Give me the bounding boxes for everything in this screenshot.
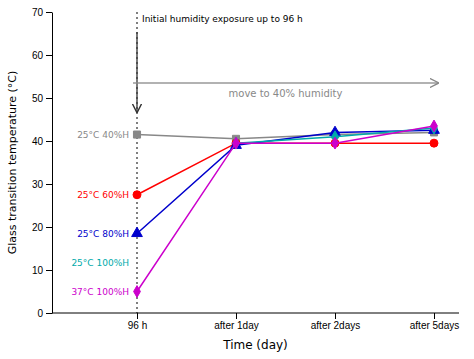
series-label: 25°C 40%H <box>77 130 129 140</box>
x-tick-mark <box>137 313 138 319</box>
x-tick-label: after 2days <box>311 320 360 331</box>
y-tick: 40 <box>32 136 52 147</box>
series-marker <box>132 227 143 236</box>
x-tick: after 5days <box>410 313 459 331</box>
annotation-arrow <box>133 82 438 83</box>
y-axis: 0 10 20 30 40 50 60 70 <box>32 7 53 319</box>
series-labels: 25°C 40%H 25°C 60%H 25°C 80%H 25°C 100%H 37°… <box>71 130 129 297</box>
chart: 0 10 20 30 40 50 60 70 96 h after 1day after 2days… <box>0 0 474 359</box>
x-tick-mark <box>335 313 336 319</box>
y-tick: 30 <box>32 179 52 190</box>
y-tick-mark <box>46 227 52 228</box>
y-tick-label: 40 <box>32 136 44 147</box>
x-tick: 96 h <box>128 313 147 331</box>
annotation-arrow <box>136 32 137 112</box>
y-tick-label: 70 <box>32 7 44 18</box>
x-tick-label: after 1day <box>214 320 258 331</box>
y-tick-mark <box>46 270 52 271</box>
y-tick: 50 <box>32 93 52 104</box>
annotation-text: Initial humidity exposure up to 96 h <box>142 14 303 24</box>
y-tick-mark <box>46 184 52 185</box>
y-tick-mark <box>46 12 52 13</box>
x-tick-mark <box>434 313 435 319</box>
y-tick: 70 <box>32 7 52 18</box>
x-tick-mark <box>236 313 237 319</box>
y-axis-title: Glass transition temperature (°C) <box>6 71 19 255</box>
reference-line <box>137 12 138 313</box>
x-tick: after 2days <box>311 313 360 331</box>
x-axis-line <box>52 313 459 314</box>
series-label: 37°C 100%H <box>71 287 129 297</box>
y-tick-label: 10 <box>32 265 44 276</box>
series-marker <box>133 191 141 199</box>
series-label: 25°C 100%H <box>71 258 129 268</box>
series-marker <box>431 120 438 132</box>
y-tick-label: 60 <box>32 50 44 61</box>
y-tick: 0 <box>37 308 52 319</box>
x-axis-title: Time (day) <box>222 338 288 352</box>
y-tick: 60 <box>32 50 52 61</box>
series-label: 25°C 60%H <box>77 190 129 200</box>
series-label: 25°C 80%H <box>77 229 129 239</box>
y-axis-line <box>52 13 53 314</box>
y-tick: 10 <box>32 265 52 276</box>
y-tick-label: 50 <box>32 93 44 104</box>
y-tick-mark <box>46 98 52 99</box>
y-tick-mark <box>46 141 52 142</box>
series-line <box>137 143 434 195</box>
x-tick-label: 96 h <box>128 320 147 331</box>
y-tick-label: 20 <box>32 222 44 233</box>
series-line <box>137 126 434 292</box>
marks <box>132 120 440 297</box>
y-tick-mark <box>46 313 52 314</box>
series-marker <box>134 286 141 298</box>
y-tick-mark <box>46 55 52 56</box>
series-line <box>137 130 434 233</box>
y-tick-label: 0 <box>37 308 43 319</box>
series-marker <box>332 137 339 149</box>
x-axis: 96 h after 1day after 2days after 5days <box>52 313 459 331</box>
series-marker <box>233 137 240 149</box>
x-tick-label: after 5days <box>410 320 459 331</box>
x-tick: after 1day <box>214 313 258 331</box>
series-marker <box>133 131 140 138</box>
plot: 0 10 20 30 40 50 60 70 96 h after 1day after 2days… <box>6 7 459 352</box>
annotations: Initial humidity exposure up to 96 h move… <box>133 14 438 112</box>
y-tick: 20 <box>32 222 52 233</box>
series-marker <box>430 139 438 147</box>
y-tick-label: 30 <box>32 179 44 190</box>
annotation-text: move to 40% humidity <box>229 88 343 99</box>
